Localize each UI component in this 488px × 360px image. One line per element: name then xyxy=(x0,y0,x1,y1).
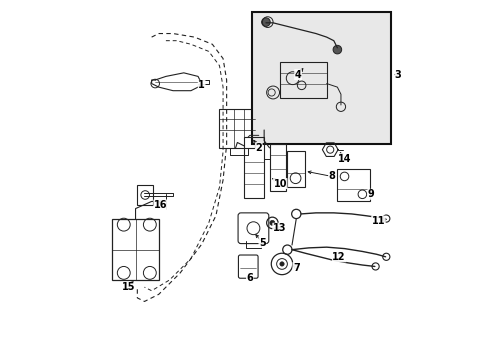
Text: 1: 1 xyxy=(198,80,204,90)
Text: 14: 14 xyxy=(337,154,350,163)
Text: 6: 6 xyxy=(246,273,253,283)
Bar xyxy=(269,144,285,191)
Text: 15: 15 xyxy=(122,282,135,292)
Text: 5: 5 xyxy=(259,238,265,248)
Text: 11: 11 xyxy=(371,216,385,226)
Text: 2: 2 xyxy=(255,143,262,153)
Bar xyxy=(112,219,159,280)
Circle shape xyxy=(279,262,284,266)
Text: 13: 13 xyxy=(272,223,285,233)
Bar xyxy=(280,62,326,98)
Bar xyxy=(219,109,255,148)
Text: 12: 12 xyxy=(332,252,345,262)
Text: 8: 8 xyxy=(328,171,335,181)
Bar xyxy=(244,137,264,198)
Circle shape xyxy=(261,18,270,26)
Text: 9: 9 xyxy=(367,189,374,199)
Bar xyxy=(337,169,369,202)
Circle shape xyxy=(269,220,274,225)
Text: 4: 4 xyxy=(294,69,301,80)
Bar xyxy=(251,12,390,144)
Circle shape xyxy=(332,45,341,54)
Text: 3: 3 xyxy=(394,69,401,80)
Text: 16: 16 xyxy=(154,200,167,210)
Bar xyxy=(137,185,153,205)
Text: 7: 7 xyxy=(292,262,299,273)
Text: 10: 10 xyxy=(273,179,286,189)
Bar xyxy=(286,152,304,187)
